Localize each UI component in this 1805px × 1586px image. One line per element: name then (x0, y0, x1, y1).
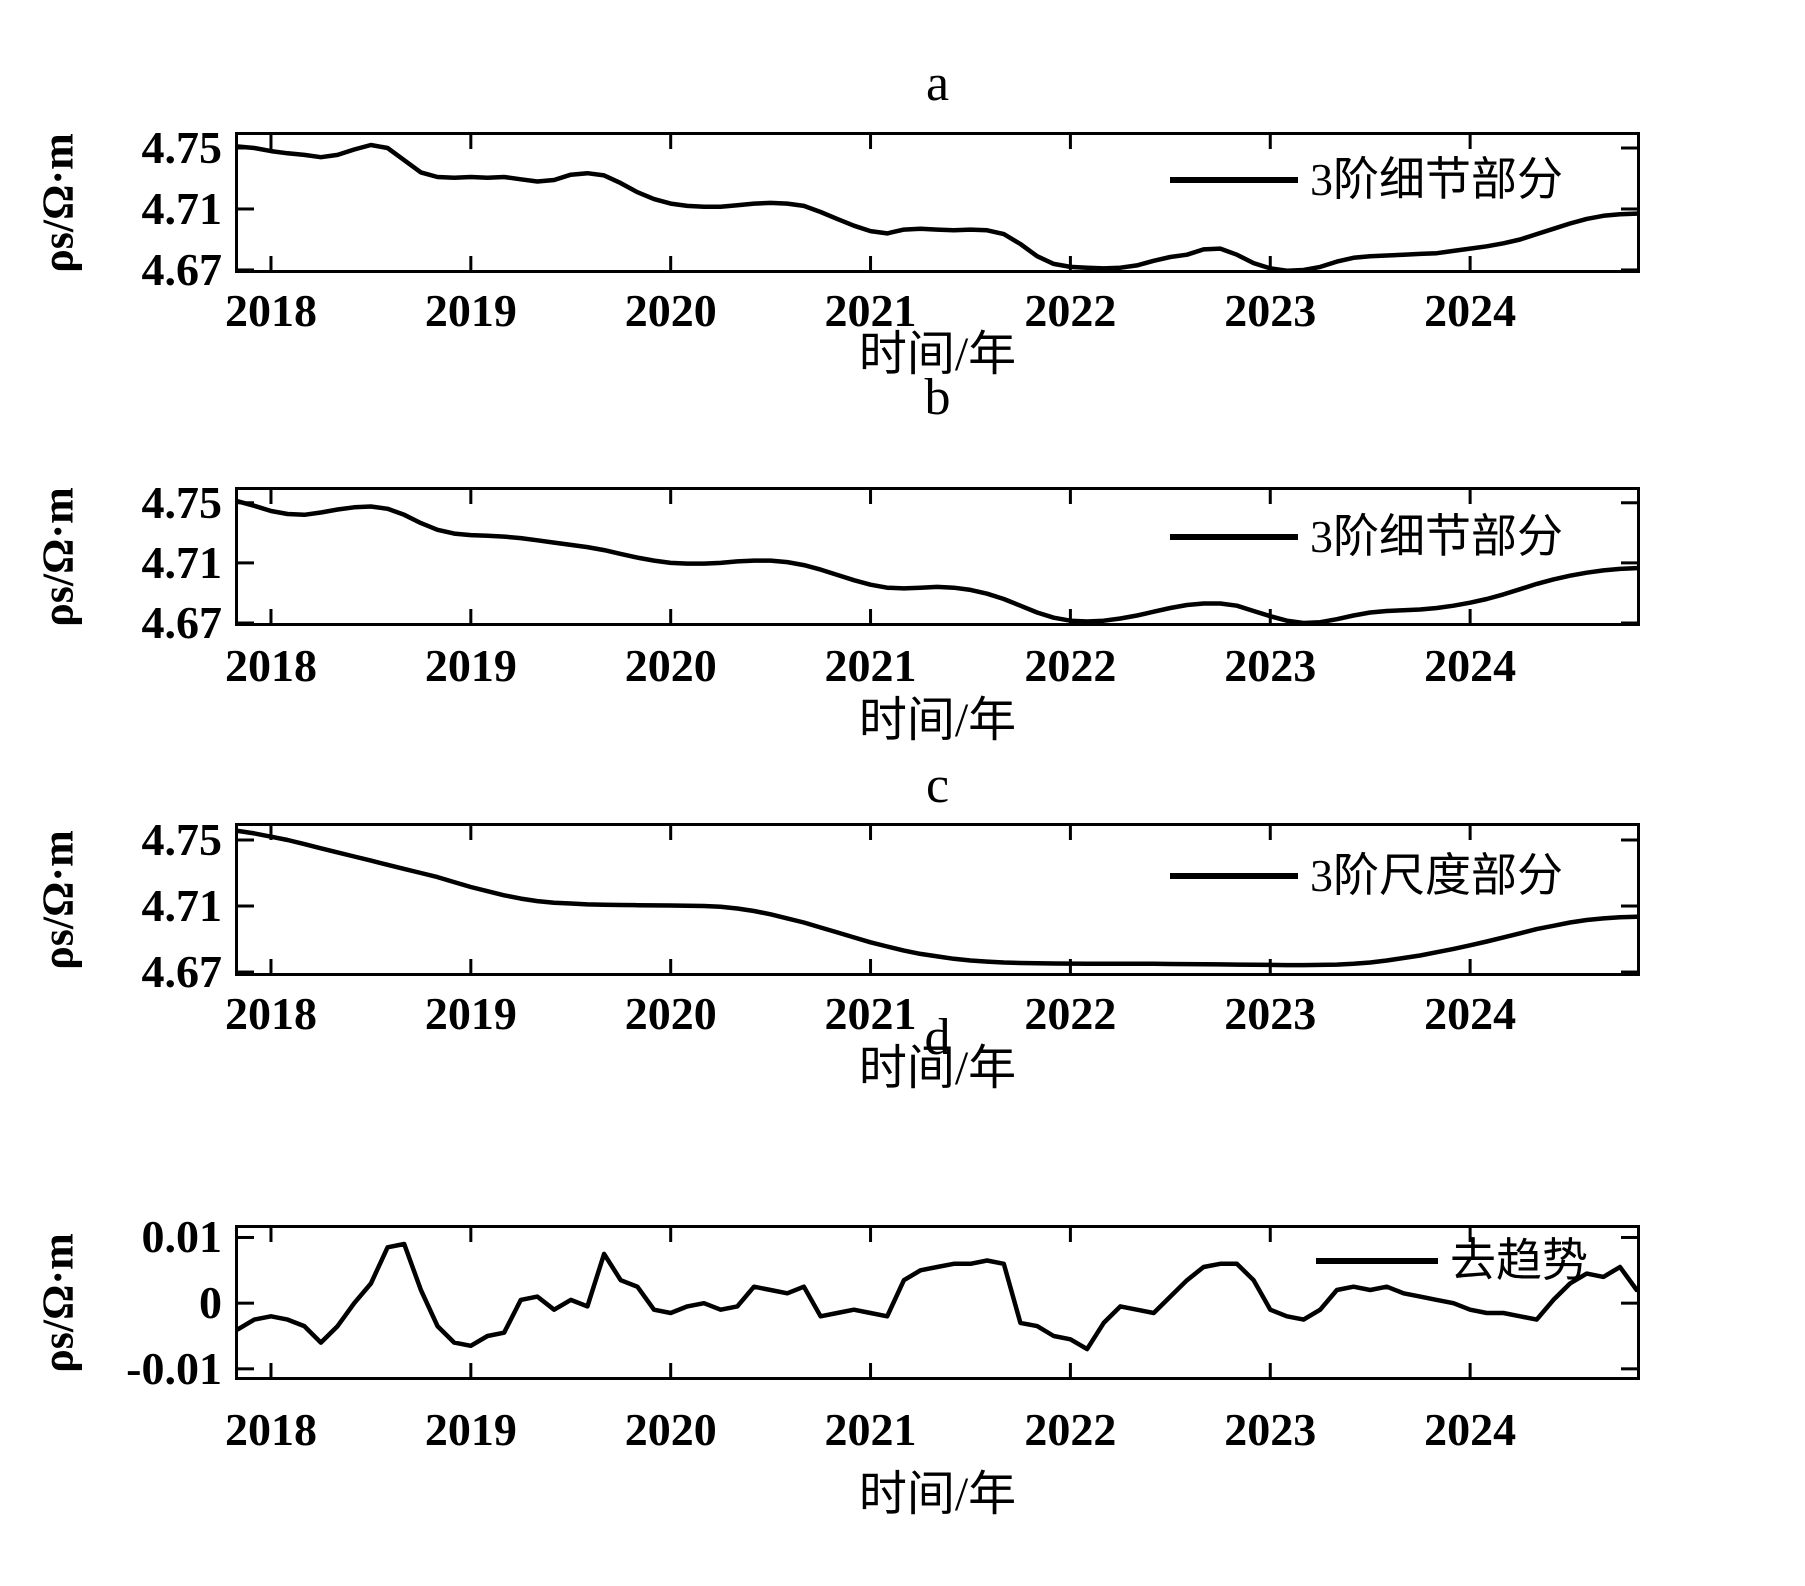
panel-c-x-axis-label: 时间/年 (858, 1042, 1017, 1095)
legend-line-sample (1170, 534, 1298, 540)
x-tick-label: 2021 (824, 1404, 917, 1455)
panel-a-plot-area (235, 132, 1640, 273)
panel-c-legend: 3阶尺度部分 (1170, 848, 1563, 904)
panel-d-legend: 去趋势 (1316, 1233, 1588, 1289)
x-tick-label: 2023 (1224, 1404, 1317, 1455)
x-tick-label: 2024 (1424, 1404, 1517, 1455)
x-tick-label: 2018 (224, 640, 317, 691)
x-tick-label: 2019 (424, 988, 517, 1039)
series-line (235, 828, 1639, 968)
y-tick-label: 4.75 (141, 476, 223, 528)
x-tick-label: 2021 (824, 640, 917, 691)
plot-border (235, 132, 1640, 273)
x-tick-label: 2024 (1424, 988, 1517, 1039)
panel-d-title: d (924, 1009, 951, 1066)
x-tick-label: 2023 (1224, 988, 1317, 1039)
legend-line-sample (1170, 177, 1298, 183)
plot-border (235, 1225, 1640, 1380)
x-tick-label: 2022 (1024, 285, 1117, 336)
panel-b-title: b (924, 369, 951, 426)
x-tick-label: 2022 (1024, 1404, 1117, 1455)
y-tick-label: 4.67 (141, 243, 223, 295)
y-tick-label: 4.71 (141, 182, 223, 234)
x-tick-label: 2022 (1024, 640, 1117, 691)
panel-b-plot-area (235, 487, 1640, 626)
legend-label: 3阶细节部分 (1310, 154, 1563, 205)
panel-b-legend: 3阶细节部分 (1170, 509, 1563, 565)
series-line (235, 499, 1639, 626)
y-tick-label: 4.75 (141, 814, 223, 865)
plot-border (235, 487, 1640, 626)
x-tick-label: 2023 (1224, 285, 1317, 336)
x-tick-label: 2018 (224, 285, 317, 336)
plot-border (235, 823, 1640, 976)
y-tick-label: 4.71 (141, 880, 223, 932)
panel-c-title: c (925, 757, 950, 814)
x-tick-label: 2023 (1224, 640, 1317, 691)
panel-d-plot-area (235, 1225, 1640, 1380)
x-tick-label: 2019 (424, 285, 517, 336)
panel-d-x-axis-label: 时间/年 (858, 1468, 1017, 1521)
x-tick-label: 2020 (624, 285, 717, 336)
panel-b-x-axis-label: 时间/年 (858, 694, 1017, 747)
legend-line-sample (1316, 1258, 1438, 1264)
y-tick-label: 0.01 (141, 1211, 223, 1263)
legend-label: 去趋势 (1450, 1235, 1588, 1286)
x-tick-label: 2020 (624, 1404, 717, 1455)
x-tick-label: 2021 (824, 285, 917, 336)
legend-label: 3阶尺度部分 (1310, 850, 1563, 901)
legend-label: 3阶细节部分 (1310, 511, 1563, 562)
x-tick-label: 2024 (1424, 285, 1517, 336)
panel-c-plot-area (235, 823, 1640, 976)
y-tick-label: 4.67 (141, 946, 223, 998)
x-tick-label: 2018 (224, 988, 317, 1039)
x-tick-label: 2022 (1024, 988, 1117, 1039)
x-tick-label: 2019 (424, 1404, 517, 1455)
series-line (235, 142, 1639, 273)
y-tick-label: 4.71 (141, 536, 223, 588)
y-tick-label: -0.01 (126, 1342, 222, 1394)
panel-a-title: a (925, 55, 950, 112)
x-tick-label: 2020 (624, 640, 717, 691)
y-tick-label: 4.75 (141, 122, 223, 173)
x-tick-label: 2024 (1424, 640, 1517, 691)
y-tick-label: 0 (199, 1277, 222, 1329)
panel-a-x-axis-label: 时间/年 (858, 328, 1017, 381)
series-line (235, 1241, 1639, 1352)
x-tick-label: 2021 (824, 988, 917, 1039)
x-tick-label: 2018 (224, 1404, 317, 1455)
x-tick-label: 2019 (424, 640, 517, 691)
panel-a-legend: 3阶细节部分 (1170, 152, 1563, 208)
y-tick-label: 4.67 (141, 596, 223, 648)
legend-line-sample (1170, 873, 1298, 879)
x-tick-label: 2020 (624, 988, 717, 1039)
